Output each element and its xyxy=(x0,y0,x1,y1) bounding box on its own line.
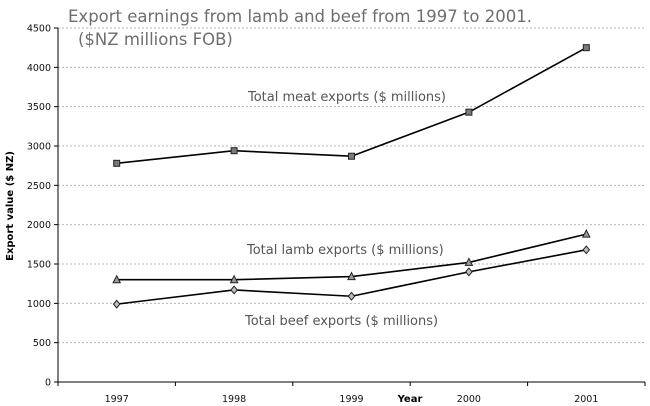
y-tick-label: 1500 xyxy=(27,260,51,271)
y-tick-label: 2500 xyxy=(27,181,51,192)
x-tick-label-2000: 2000 xyxy=(457,394,481,405)
y-tick-label: 0 xyxy=(45,378,51,389)
y-tick-label: 1000 xyxy=(27,299,51,310)
chart-title-line-1: Export earnings from lamb and beef from … xyxy=(68,7,532,26)
data-point-beef-1999 xyxy=(347,291,356,301)
data-point-beef-1998 xyxy=(230,285,238,295)
data-point-lamb-2001 xyxy=(581,229,591,238)
data-point-meat-1999 xyxy=(348,152,355,160)
data-point-lamb-2000 xyxy=(464,257,474,266)
grid-lines xyxy=(58,27,645,344)
y-tick-labels: 0 500 1000 1500 2000 2500 3000 3500 4000 4500 xyxy=(27,24,51,389)
data-point-beef-2001 xyxy=(582,245,591,255)
data-point-meat-1997 xyxy=(113,159,121,167)
series-group xyxy=(112,44,591,309)
data-point-meat-2001 xyxy=(582,44,590,52)
data-point-beef-2000 xyxy=(465,267,473,277)
x-tick-labels: 1997 1998 1999 2000 2001 xyxy=(105,394,599,405)
x-axis-title: Year xyxy=(397,394,423,405)
y-tick-label: 500 xyxy=(33,338,51,349)
data-point-meat-1998 xyxy=(230,147,238,155)
chart-title-line-2: ($NZ millions FOB) xyxy=(78,30,233,49)
series-label-beef: Total beef exports ($ millions) xyxy=(244,314,438,329)
x-tick-label-1999: 1999 xyxy=(339,394,363,405)
y-tick-label: 2000 xyxy=(27,220,51,231)
y-tick-label: 3000 xyxy=(27,142,51,153)
data-point-lamb-1999 xyxy=(347,271,356,281)
y-tick-label: 4000 xyxy=(27,63,51,74)
x-tick-label-1997: 1997 xyxy=(105,394,129,405)
data-point-beef-1997 xyxy=(112,299,121,309)
data-point-meat-2000 xyxy=(465,108,473,116)
axes xyxy=(54,27,646,386)
data-point-lamb-1998 xyxy=(229,274,239,284)
series-label-lamb: Total lamb exports ($ millions) xyxy=(246,243,444,258)
y-tick-label: 4500 xyxy=(27,24,51,35)
y-tick-label: 3500 xyxy=(27,102,51,113)
y-axis-title: Export value ($ NZ) xyxy=(5,151,16,261)
data-point-lamb-1997 xyxy=(112,274,122,284)
x-tick-label-1998: 1998 xyxy=(222,394,246,405)
x-tick-label-2001: 2001 xyxy=(574,394,598,405)
series-label-meat: Total meat exports ($ millions) xyxy=(247,90,446,105)
